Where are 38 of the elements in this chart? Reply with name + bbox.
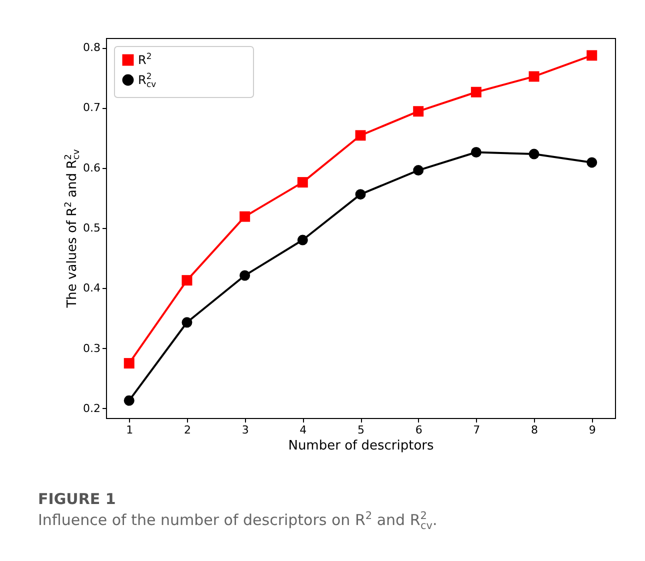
y-tick-label: 0.6 [83, 161, 100, 174]
point [470, 86, 482, 98]
point [586, 157, 598, 168]
x-tick-label: 7 [473, 424, 480, 436]
x-tick-label: 9 [588, 424, 596, 436]
text: Influence of the number of descriptors on R$^{2}$ and R$^{2}$$_{cv}$. [38, 510, 438, 532]
point [297, 177, 308, 188]
point [413, 165, 424, 176]
point [297, 234, 308, 246]
x-tick-label: 1 [126, 424, 134, 436]
x-tick-label: 6 [415, 424, 422, 436]
point [355, 130, 366, 141]
x-tick-label: 5 [358, 424, 364, 436]
y-tick-label: 0.8 [83, 41, 100, 54]
x-tick-label: 4 [300, 424, 307, 436]
point [124, 395, 134, 406]
y-tick-label: 0.5 [83, 222, 100, 234]
x-tick-label: 8 [531, 424, 538, 436]
point [355, 189, 366, 200]
x-tick-label: 2 [184, 424, 191, 436]
x-tick-label: 3 [242, 424, 249, 436]
point [586, 50, 598, 61]
y-tick-label: 0.4 [83, 282, 100, 295]
x-axis-title: Number of descriptors [288, 438, 434, 454]
point [413, 106, 424, 117]
point [182, 275, 192, 286]
text: FIGURE 1 [38, 490, 116, 508]
point [182, 317, 192, 328]
point [528, 71, 540, 82]
point [240, 211, 250, 222]
point [528, 148, 540, 160]
y-tick-label: 0.3 [83, 342, 100, 355]
point [470, 147, 482, 158]
y-tick-label: 0.2 [83, 402, 100, 415]
legend-label: R$^{2}$ [138, 51, 152, 67]
y-tick-label: 0.7 [83, 101, 100, 114]
point [240, 270, 250, 281]
point [124, 358, 134, 369]
